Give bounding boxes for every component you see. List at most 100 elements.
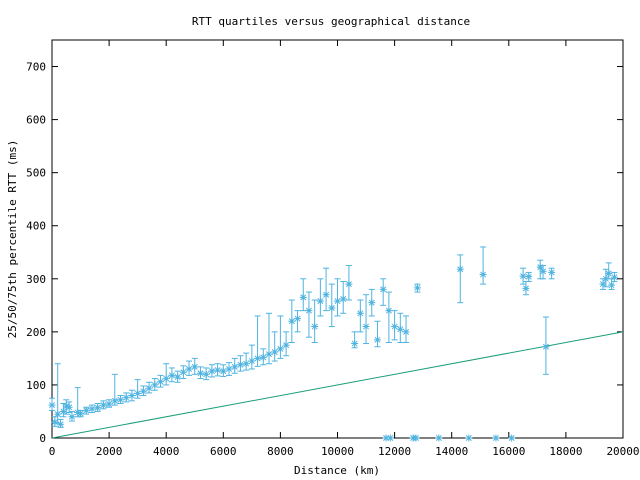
rtt-point [412,434,420,442]
star-marker [294,315,302,323]
star-marker [48,401,56,409]
rtt-point [219,364,227,377]
star-marker [536,263,544,271]
rtt-point [334,278,341,317]
chart-title: RTT quartiles versus geographical distan… [192,15,470,28]
star-marker [334,297,341,305]
rtt-point [385,291,393,343]
star-marker [345,280,353,288]
star-marker [522,284,530,292]
star-marker [151,381,159,389]
star-marker [68,413,76,421]
star-marker [605,269,613,277]
star-marker [413,284,421,292]
rtt-point [610,271,618,282]
rtt-point [174,370,182,383]
star-marker [356,309,364,317]
star-marker [362,323,370,331]
rtt-point [265,312,273,365]
star-marker [276,345,284,353]
rtt-point [214,363,222,377]
plot-frame [51,39,624,439]
y-tick-label: 500 [26,167,46,180]
x-axis-label: Distance (km) [294,464,380,477]
x-tick-label: 18000 [549,445,582,458]
star-marker [214,366,222,374]
x-tick-label: 16000 [492,445,525,458]
rtt-point [386,434,394,442]
star-marker [248,357,256,365]
star-marker [373,336,381,344]
star-marker [396,325,404,333]
rtt-point [456,254,464,304]
star-marker [128,392,136,400]
star-marker [236,361,244,369]
y-tick-label: 700 [26,61,46,74]
y-tick-label: 0 [39,432,46,445]
star-marker [265,350,273,358]
star-marker [299,293,307,301]
rtt-point [465,434,473,442]
rtt-point [368,288,376,317]
star-marker [99,401,107,409]
star-marker [196,369,204,377]
rtt-point [345,265,353,301]
star-marker [174,373,182,381]
star-marker [391,323,399,331]
star-marker [134,389,142,397]
baseline-line [51,331,624,439]
star-marker [77,410,85,418]
rtt-point [276,315,284,359]
rtt-point [492,434,500,442]
star-marker [156,378,164,386]
star-marker [508,434,516,442]
rtt-point [362,294,370,345]
star-marker [145,384,153,392]
star-marker [231,363,239,371]
rtt-point [231,357,239,374]
star-marker [122,394,130,402]
x-tick-label: 2000 [96,445,123,458]
star-marker [111,397,119,405]
star-marker [62,402,70,410]
rtt-point [413,283,421,293]
rtt-point [94,403,102,412]
star-marker [368,299,376,307]
rtt-point [168,367,176,383]
rtt-point [402,315,410,343]
star-marker [59,407,67,415]
rtt-point [57,418,65,428]
star-marker [542,343,550,351]
rtt-point [479,246,487,285]
star-marker [242,360,250,368]
rtt-point [322,267,330,312]
baseline-series [51,331,624,439]
rtt-point [82,406,90,415]
rtt-point [77,409,85,418]
star-marker [322,291,330,299]
star-marker [191,363,199,371]
star-marker [479,271,487,279]
y-tick-label: 200 [26,326,46,339]
y-tick-label: 300 [26,273,46,286]
rtt-point [311,299,319,343]
star-marker [259,353,267,361]
star-marker [57,420,65,428]
star-marker [105,400,113,408]
rtt-point [145,381,153,394]
rtt-point [522,280,530,296]
star-marker [208,367,216,375]
star-marker [82,406,90,414]
rtt-point [111,373,119,406]
star-marker [162,375,170,383]
y-axis-label: 25/50/75th percentile RTT (ms) [6,140,19,339]
star-marker [339,295,347,303]
star-marker [305,307,313,315]
star-marker [351,340,359,348]
star-marker [179,368,187,376]
rtt-point [54,363,62,424]
star-marker [168,371,176,379]
rtt-point [525,271,533,282]
rtt-quartile-series [48,246,618,442]
star-marker [379,285,387,293]
